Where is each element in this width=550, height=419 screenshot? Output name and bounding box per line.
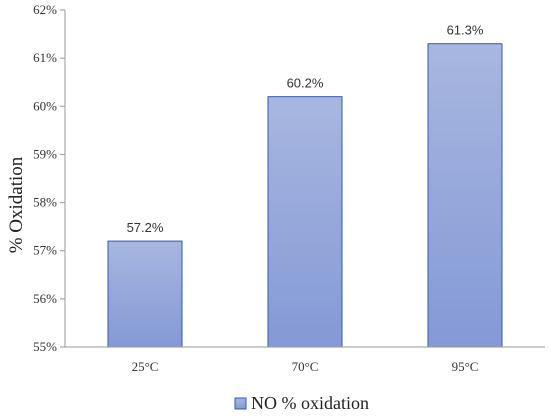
- legend-label: NO % oxidation: [251, 393, 369, 413]
- legend: NO % oxidation: [234, 393, 369, 413]
- y-tick-label: 58%: [33, 195, 57, 210]
- x-tick-label: 25°C: [132, 359, 159, 374]
- bars: [107, 43, 503, 348]
- bar: [427, 43, 503, 348]
- y-tick-label: 57%: [33, 243, 57, 258]
- y-tick-label: 55%: [33, 339, 57, 354]
- y-tick-label: 56%: [33, 291, 57, 306]
- x-tick-label: 70°C: [292, 359, 319, 374]
- data-labels: 57.2% 60.2% 61.3%: [127, 23, 484, 235]
- y-tick-label: 60%: [33, 98, 57, 113]
- bar: [267, 96, 343, 348]
- y-tick-label: 61%: [33, 50, 57, 65]
- bar: [107, 240, 183, 348]
- x-ticks: 25°C 70°C 95°C: [132, 359, 479, 374]
- y-tick-label: 59%: [33, 146, 57, 161]
- x-tick-label: 95°C: [452, 359, 479, 374]
- y-axis-label: % Oxidation: [6, 156, 27, 253]
- legend-swatch: [234, 397, 247, 410]
- y-ticks: 55% 56% 57% 58% 59% 60% 61% 62%: [33, 2, 65, 354]
- data-label: 57.2%: [127, 220, 164, 235]
- data-label: 60.2%: [287, 76, 324, 91]
- y-tick-label: 62%: [33, 2, 57, 17]
- data-label: 61.3%: [447, 23, 484, 38]
